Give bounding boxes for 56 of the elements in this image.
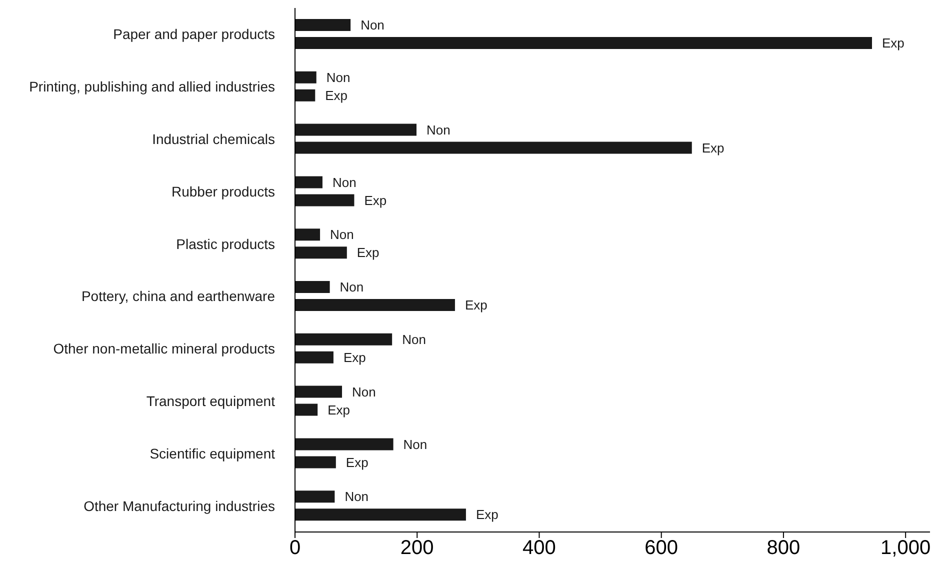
text: Non [402,332,426,348]
bar [295,508,466,521]
x-tick-label: 400 [522,537,556,560]
text: Non [326,70,350,86]
text: Non [426,122,450,138]
bar [295,194,354,206]
text: Exp [346,454,368,470]
y-tick-label: Other Manufacturing industries [84,498,275,514]
y-tick-label: Rubber products [171,183,275,200]
text: Non [344,489,369,504]
text: Exp [464,298,488,313]
bar [295,37,872,49]
bar [295,299,455,311]
bar [295,438,394,450]
bar [295,71,316,84]
x-tick-label: 200 [400,537,434,560]
bar [295,490,335,503]
bar [295,142,692,154]
text: Non [352,384,376,400]
bar [295,333,392,346]
bar [295,176,322,188]
text: Non [340,280,364,295]
bar [295,19,351,31]
bar [295,89,316,102]
y-tick-label: Other non-metallic mineral products [53,340,275,357]
bar [295,124,417,136]
text: Exp [328,402,350,418]
y-tick-label: Pottery, china and earthenware [81,288,276,304]
y-tick-label: Scientific equipment [150,445,276,462]
x-tick-label: 600 [644,537,678,560]
text: Non [330,227,354,242]
x-tick-label: 1,000 [880,537,931,560]
series-label: Non [360,18,384,33]
x-tick-label: 800 [766,537,800,560]
bar [295,456,336,468]
y-tick-label: Plastic products [176,236,275,252]
y-tick-label: Industrial chemicals [152,130,275,147]
text: Exp [702,140,724,156]
series-label: Exp [882,36,904,51]
text: Exp [343,350,366,366]
y-tick-label: Paper and paper products [113,26,275,42]
text: Exp [356,245,380,260]
text: Exp [364,192,387,208]
bar [295,404,318,416]
x-tick-label: 0 [289,537,301,560]
text: Exp [476,507,498,522]
text: Non [403,436,428,452]
bar [295,386,342,398]
text: Exp [325,88,348,104]
bar [295,281,330,293]
bar [295,351,334,364]
bar [295,246,347,259]
y-tick-label: Transport equipment [146,392,276,409]
text: Non [332,174,356,190]
y-tick-label: Printing, publishing and allied industries [29,78,275,95]
bar [295,228,320,241]
